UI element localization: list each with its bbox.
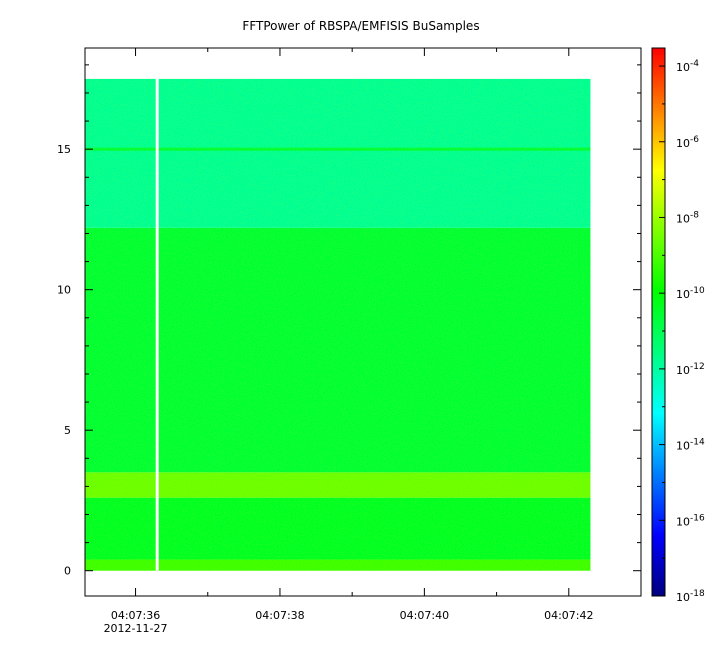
colorbar-gradient bbox=[652, 48, 665, 596]
colorbar-tick-label: 10-10 bbox=[676, 286, 705, 301]
spectrogram-texture bbox=[85, 78, 591, 571]
y-tick-label: 0 bbox=[64, 565, 71, 578]
x-tick-label: 04:07:36 bbox=[111, 609, 160, 622]
y-tick-label: 15 bbox=[57, 143, 71, 156]
plot-frame bbox=[84, 47, 642, 597]
y-tick-label: 10 bbox=[57, 284, 71, 297]
colorbar-tick-label: 10-14 bbox=[676, 438, 705, 453]
colorbar-tick-label: 10-4 bbox=[676, 59, 699, 74]
colorbar-tick-label: 10-18 bbox=[676, 589, 705, 604]
colorbar: 10-4 10-6 10-8 10-10 10-12 10-14 10-16 10-18 bbox=[651, 47, 705, 604]
colorbar-tick-label: 10-8 bbox=[676, 210, 699, 225]
x-tick-label: 04:07:38 bbox=[255, 609, 304, 622]
x-tick-label: 04:07:42 bbox=[544, 609, 593, 622]
y-tick-label: 5 bbox=[64, 424, 71, 437]
spectrogram-heatmap bbox=[85, 78, 591, 571]
data-gap bbox=[155, 78, 159, 571]
colorbar-tick-label: 10-12 bbox=[676, 362, 705, 377]
y-axis: 0 5 10 15 bbox=[57, 64, 641, 578]
x-tick-label: 04:07:40 bbox=[400, 609, 449, 622]
x-tick-date-label: 2012-11-27 bbox=[104, 622, 168, 635]
colorbar-tick-label: 10-6 bbox=[676, 135, 699, 150]
colorbar-tick-label: 10-16 bbox=[676, 513, 705, 528]
colorbar-ticks: 10-4 10-6 10-8 10-10 10-12 10-14 10-16 10-18 bbox=[659, 59, 705, 604]
colorbar-frame bbox=[651, 47, 666, 597]
colorbar-gradient-fill bbox=[652, 48, 665, 596]
chart-title: FFTPower of RBSPA/EMFISIS BuSamples bbox=[242, 19, 479, 33]
